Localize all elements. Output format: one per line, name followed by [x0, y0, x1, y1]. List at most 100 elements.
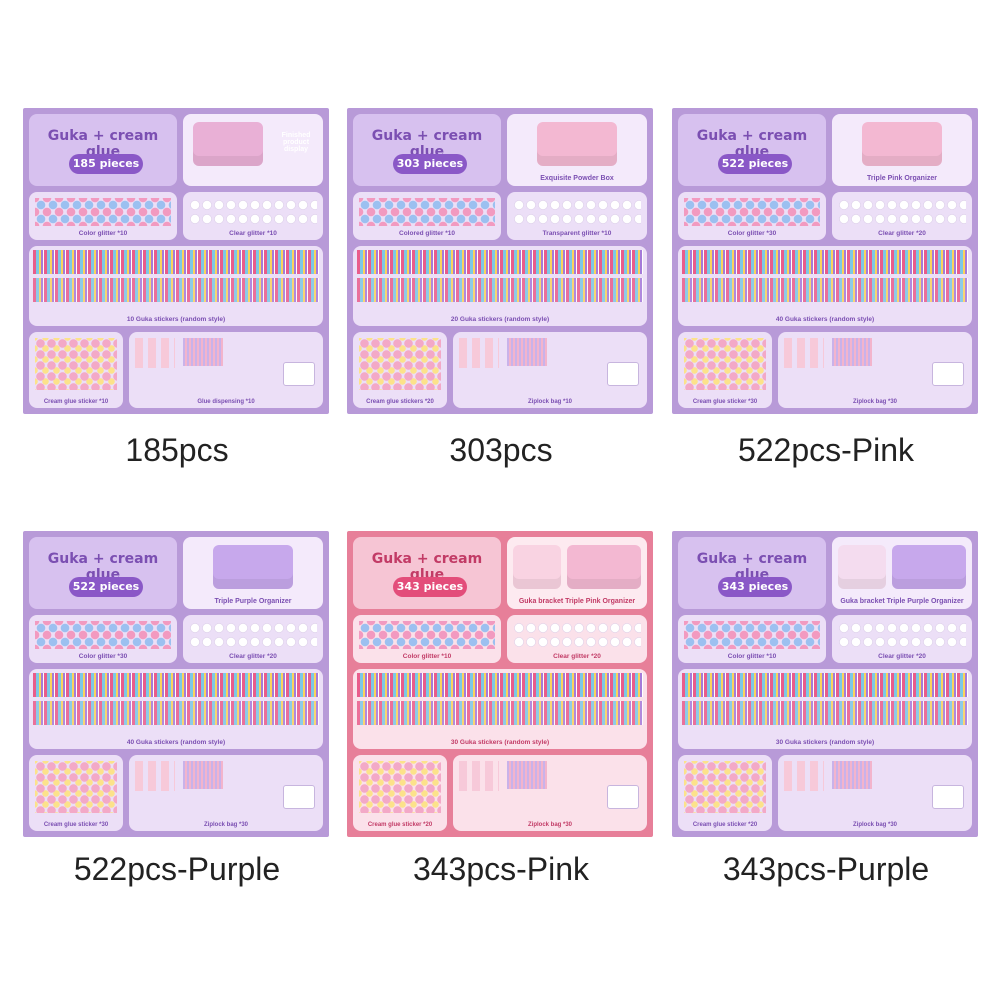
variant-caption[interactable]: 185pcs: [125, 432, 229, 468]
cream-glue-label: Cream glue stickers *20: [366, 399, 434, 405]
pieces-badge: 522 pieces: [69, 577, 143, 597]
color-glitter-panel: Color glitter *30: [678, 192, 826, 240]
variant-caption[interactable]: 303pcs: [449, 432, 553, 468]
product-image-343pcs-pink[interactable]: Guka + cream glue 343 pieces Guka bracke…: [347, 531, 653, 837]
cream-glue-label: Cream glue sticker *20: [692, 822, 758, 828]
stickers-label: 40 Guka stickers (random style): [126, 739, 226, 746]
variant-caption[interactable]: 343pcs-Purple: [722, 851, 930, 887]
sticker-strip: [357, 701, 643, 725]
product-image-343pcs-purple[interactable]: Guka + cream glue 343 pieces Guka bracke…: [672, 531, 978, 837]
clear-glitter-pieces: [513, 621, 641, 649]
tools-label: Ziplock bag *30: [527, 822, 572, 828]
clear-glitter-pieces: [189, 621, 317, 649]
pieces-badge: 303 pieces: [393, 154, 467, 174]
sticker-strip: [357, 250, 643, 274]
sticker-strip: [33, 250, 319, 274]
color-glitter-panel: Color glitter *10: [353, 615, 501, 663]
cream-glue-tubes: [784, 761, 824, 791]
clear-glitter-panel: Clear glitter *20: [507, 615, 647, 663]
glitter-pieces: [35, 621, 171, 649]
product-photo: Exquisite Powder Box: [507, 114, 647, 186]
product-image-522pcs-purple[interactable]: Guka + cream glue 522 pieces Triple Purp…: [23, 531, 329, 837]
sticker-strip: [357, 278, 643, 302]
product-image-185pcs[interactable]: Guka + cream glue 185 pieces Finished pr…: [23, 108, 329, 414]
clear-glitter-panel: Clear glitter *10: [183, 192, 323, 240]
cream-glue-stickers: [359, 761, 441, 813]
guka-bracket-image: [513, 545, 561, 589]
ziplock-bag: [607, 785, 639, 809]
cream-glue-panel: Cream glue sticker *30: [29, 755, 123, 831]
stickers-label: 10 Guka stickers (random style): [126, 316, 226, 323]
cream-glue-label: Cream glue sticker *20: [367, 822, 433, 828]
tools-panel: Ziplock bag *30: [778, 755, 972, 831]
variant-caption[interactable]: 522pcs-Purple: [73, 851, 281, 887]
glitter-pieces: [359, 621, 495, 649]
cream-glue-tubes: [135, 338, 175, 368]
title-box: Guka + cream glue 303 pieces: [353, 114, 501, 186]
product-image-303pcs[interactable]: Guka + cream glue 303 pieces Exquisite P…: [347, 108, 653, 414]
color-glitter-label: Colored glitter *10: [399, 230, 455, 237]
photo-label: Triple Pink Organizer: [866, 175, 938, 182]
color-glitter-label: Color glitter *10: [402, 653, 452, 660]
color-glitter-panel: Color glitter *30: [29, 615, 177, 663]
tools-panel: Glue dispensing *10: [129, 332, 323, 408]
photo-label: Triple Purple Organizer: [214, 598, 292, 605]
purple-organizer-image: [213, 545, 293, 589]
stickers-panel: 10 Guka stickers (random style): [29, 246, 323, 326]
glitter-pieces: [35, 198, 171, 226]
sticker-strip: [33, 673, 319, 697]
cream-glue-tubes: [459, 338, 499, 368]
variant-caption[interactable]: 343pcs-Pink: [412, 851, 590, 887]
color-glitter-label: Color glitter *30: [78, 653, 128, 660]
pink-organizer-image: [567, 545, 641, 589]
stickers-panel: 40 Guka stickers (random style): [678, 246, 972, 326]
purple-organizer-image: [892, 545, 966, 589]
bead-chains: [507, 761, 547, 789]
tools-label: Ziplock bag *30: [852, 822, 897, 828]
stickers-label: 30 Guka stickers (random style): [775, 739, 875, 746]
cream-glue-tubes: [135, 761, 175, 791]
glitter-pieces: [684, 198, 820, 226]
cream-glue-tubes: [784, 338, 824, 368]
clear-glitter-pieces: [189, 198, 317, 226]
clear-glitter-panel: Clear glitter *20: [183, 615, 323, 663]
cream-glue-stickers: [35, 761, 117, 813]
title-box: Guka + cream glue 343 pieces: [353, 537, 501, 609]
pieces-badge: 343 pieces: [718, 577, 792, 597]
title-box: Guka + cream glue 185 pieces: [29, 114, 177, 186]
glitter-pieces: [684, 621, 820, 649]
tools-label: Glue dispensing *10: [197, 399, 255, 405]
clear-glitter-label: Clear glitter *20: [229, 653, 277, 660]
cream-glue-panel: Cream glue sticker *20: [353, 755, 447, 831]
title-box: Guka + cream glue 522 pieces: [29, 537, 177, 609]
title-box: Guka + cream glue 343 pieces: [678, 537, 826, 609]
color-glitter-panel: Color glitter *10: [29, 192, 177, 240]
cream-glue-label: Cream glue sticker *30: [43, 822, 109, 828]
guka-bracket-image: [838, 545, 886, 589]
clear-glitter-label: Clear glitter *20: [553, 653, 601, 660]
bead-chains: [183, 338, 223, 366]
stickers-label: 20 Guka stickers (random style): [450, 316, 550, 323]
sticker-strip: [33, 701, 319, 725]
clear-glitter-pieces: [838, 198, 966, 226]
pieces-badge: 343 pieces: [393, 577, 467, 597]
powder-box-image: [537, 122, 617, 166]
tools-panel: Ziplock bag *30: [778, 332, 972, 408]
cream-glue-panel: Cream glue sticker *10: [29, 332, 123, 408]
clear-glitter-label: Clear glitter *20: [878, 230, 926, 237]
photo-label: Guka bracket Triple Purple Organizer: [840, 598, 964, 605]
color-glitter-panel: Colored glitter *10: [353, 192, 501, 240]
product-photo: Triple Pink Organizer: [832, 114, 972, 186]
color-glitter-panel: Color glitter *10: [678, 615, 826, 663]
product-image-522pcs-pink[interactable]: Guka + cream glue 522 pieces Triple Pink…: [672, 108, 978, 414]
pieces-badge: 522 pieces: [718, 154, 792, 174]
tools-label: Ziplock bag *30: [203, 822, 248, 828]
cream-glue-stickers: [35, 338, 117, 390]
cream-glue-panel: Cream glue sticker *20: [678, 755, 772, 831]
variant-caption[interactable]: 522pcs-Pink: [737, 432, 915, 468]
color-glitter-label: Color glitter *10: [727, 653, 777, 660]
cream-glue-tubes: [459, 761, 499, 791]
cream-glue-label: Cream glue sticker *30: [692, 399, 758, 405]
clear-glitter-label: Clear glitter *20: [878, 653, 926, 660]
sticker-strip: [357, 673, 643, 697]
